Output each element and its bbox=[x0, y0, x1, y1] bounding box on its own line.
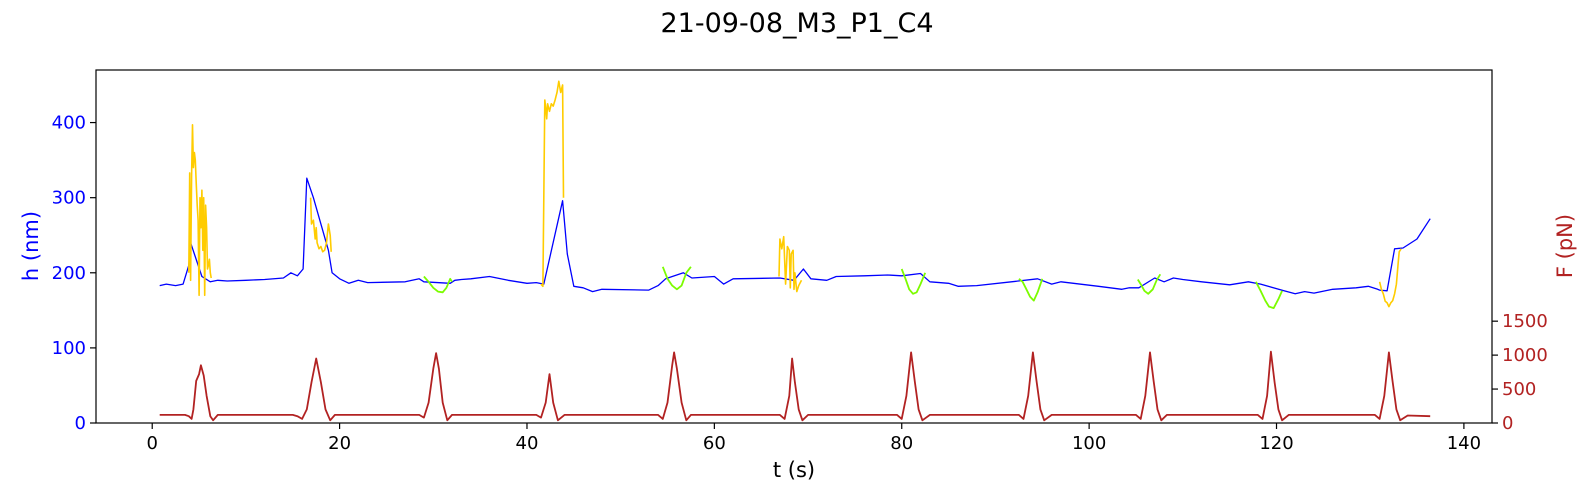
yellow-segment-line bbox=[778, 235, 803, 293]
y-left-tick-label: 300 bbox=[52, 188, 86, 209]
y-axis-label-left: h (nm) bbox=[19, 211, 43, 281]
y-right-tick-label: 500 bbox=[1502, 379, 1536, 400]
x-tick-label: 100 bbox=[1072, 433, 1106, 454]
height-series-line bbox=[159, 177, 1431, 295]
y-left-tick-label: 200 bbox=[52, 263, 86, 284]
yellow-segment-line bbox=[309, 197, 332, 253]
green-segment-line bbox=[1018, 278, 1044, 302]
y-right-tick-label: 0 bbox=[1502, 413, 1513, 434]
plot-frame bbox=[95, 69, 1493, 424]
x-tick-label: 20 bbox=[328, 433, 351, 454]
chart-title: 21-09-08_M3_P1_C4 bbox=[660, 8, 933, 39]
yellow-segment-line bbox=[540, 80, 565, 288]
green-segment-line bbox=[423, 275, 453, 294]
plot-area bbox=[159, 80, 1431, 422]
yellow-segment-line bbox=[1378, 248, 1402, 308]
y-left-tick-label: 100 bbox=[52, 338, 86, 359]
green-segment-line bbox=[900, 268, 927, 295]
y-axis-label-right: F (pN) bbox=[1553, 214, 1577, 278]
x-tick-label: 140 bbox=[1447, 433, 1481, 454]
y-left-tick-label: 0 bbox=[75, 413, 86, 434]
x-tick-label: 60 bbox=[703, 433, 726, 454]
yellow-segment-line bbox=[188, 124, 212, 297]
y-left-tick-label: 400 bbox=[52, 113, 86, 134]
x-tick-label: 40 bbox=[516, 433, 539, 454]
y-right-tick-label: 1000 bbox=[1502, 345, 1548, 366]
x-tick-label: 120 bbox=[1259, 433, 1293, 454]
y-right-tick-label: 1500 bbox=[1502, 311, 1548, 332]
force-series-line bbox=[159, 350, 1431, 422]
x-tick-label: 0 bbox=[146, 433, 157, 454]
axes: 0 20 40 60 80 100 120 140 0 100 200 300 400 0 500 1000 1… bbox=[52, 113, 1548, 454]
green-segment-line bbox=[1255, 281, 1283, 310]
x-tick-label: 80 bbox=[890, 433, 913, 454]
x-axis-label: t (s) bbox=[773, 458, 815, 482]
green-segment-line bbox=[661, 266, 692, 291]
green-segment-line bbox=[1137, 273, 1162, 295]
